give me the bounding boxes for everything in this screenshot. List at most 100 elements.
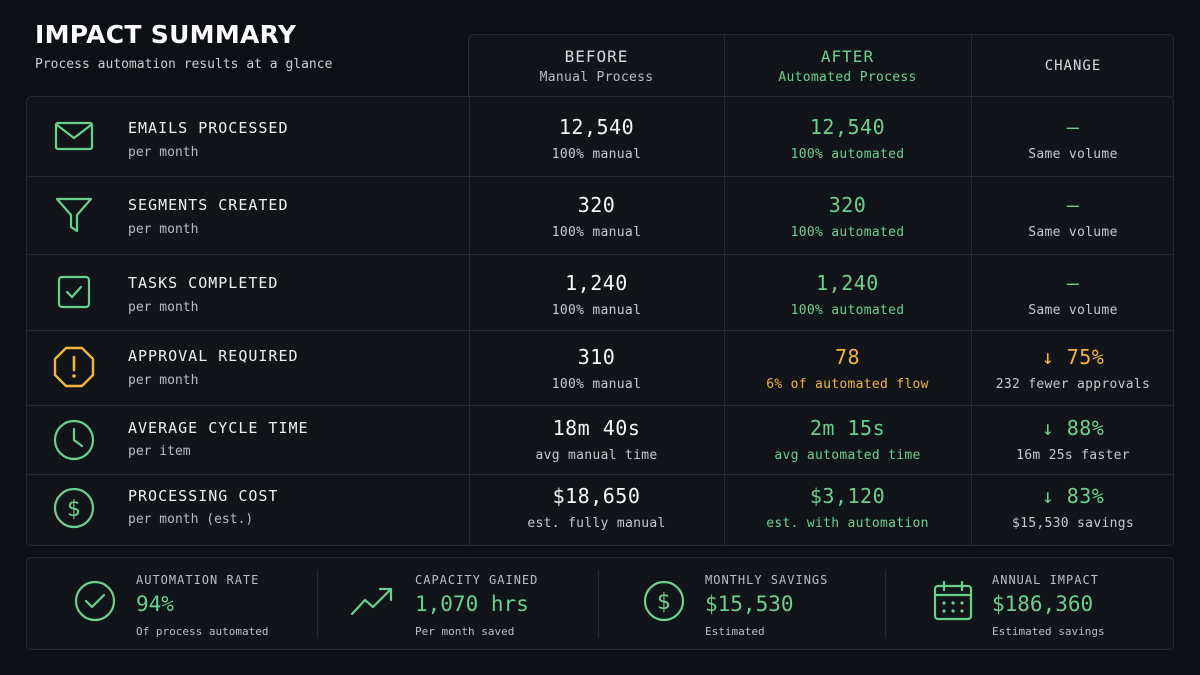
after-cell: 78 6% of automated flow (724, 345, 971, 392)
email-icon (51, 113, 97, 159)
row-label: APPROVAL REQUIRED (128, 347, 299, 365)
row-label: EMAILS PROCESSED (128, 119, 289, 137)
dollar-circle-icon: $ (641, 578, 687, 624)
column-header-before: BEFORE Manual Process (469, 35, 724, 97)
after-cell: 1,240 100% automated (724, 271, 971, 318)
checkbox-icon (51, 269, 97, 315)
change-note: 232 fewer approvals (995, 377, 1151, 392)
row-label: PROCESSING COST (128, 487, 279, 505)
before-cell: 12,540 100% manual (469, 115, 724, 162)
row-label: SEGMENTS CREATED (128, 196, 289, 214)
row-unit: per month (est.) (128, 512, 254, 527)
stat-value: $15,530 (705, 592, 794, 616)
after-cell: $3,120 est. with automation (724, 484, 971, 531)
change-cell: ↓ 88% 16m 25s faster (971, 416, 1175, 463)
before-value: 1,240 (565, 271, 628, 295)
column-before-sub: Manual Process (539, 70, 654, 85)
impact-table: EMAILS PROCESSED per month 12,540 100% m… (26, 96, 1174, 546)
dollar-circle-icon: $ (51, 485, 97, 531)
row-unit: per month (128, 145, 199, 160)
column-header: BEFORE Manual Process AFTER Automated Pr… (468, 34, 1174, 97)
before-note: 100% manual (551, 377, 642, 392)
row-unit: per month (128, 300, 199, 315)
change-value: — (1066, 115, 1080, 139)
stat-value: 94% (136, 592, 174, 616)
change-note: 16m 25s faster (1016, 448, 1130, 463)
before-cell: 18m 40s avg manual time (469, 416, 724, 463)
stat-sub: Estimated (705, 625, 765, 638)
stat-automation-rate: AUTOMATION RATE 94% Of process automated (72, 558, 312, 651)
warning-octagon-icon (51, 344, 97, 390)
svg-text:$: $ (67, 497, 81, 522)
change-note: Same volume (1028, 303, 1118, 318)
before-cell: 320 100% manual (469, 193, 724, 240)
change-cell: — Same volume (971, 193, 1175, 240)
stat-annual-impact: ANNUAL IMPACT $186,360 Estimated savings (930, 558, 1165, 651)
change-cell: — Same volume (971, 115, 1175, 162)
row-unit: per month (128, 373, 199, 388)
change-value: ↓ 83% (1041, 484, 1105, 508)
after-cell: 2m 15s avg automated time (724, 416, 971, 463)
column-after-label: AFTER (820, 47, 875, 66)
stat-label: MONTHLY SAVINGS (705, 573, 829, 587)
after-note: 100% automated (790, 225, 905, 240)
before-note: avg manual time (535, 448, 658, 463)
change-note: $15,530 savings (1012, 516, 1134, 531)
filter-icon (51, 192, 97, 238)
after-value: 320 (828, 193, 867, 217)
change-value: ↓ 88% (1041, 416, 1105, 440)
column-change-label: CHANGE (1044, 58, 1102, 74)
stat-sub: Per month saved (415, 625, 515, 638)
clock-icon (51, 417, 97, 463)
before-value: 12,540 (558, 115, 635, 139)
stat-sub: Estimated savings (992, 625, 1105, 638)
before-note: 100% manual (551, 303, 642, 318)
after-note: 6% of automated flow (766, 377, 929, 392)
after-value: 2m 15s (809, 416, 886, 440)
table-row: $ PROCESSING COST per month (est.) $18,6… (27, 474, 1175, 545)
stat-monthly-savings: $ MONTHLY SAVINGS $15,530 Estimated (641, 558, 881, 651)
before-cell: 1,240 100% manual (469, 271, 724, 318)
stat-capacity-gained: CAPACITY GAINED 1,070 hrs Per month save… (349, 558, 589, 651)
column-header-change: CHANGE (971, 35, 1175, 97)
svg-text:$: $ (657, 590, 671, 615)
summary-footer: AUTOMATION RATE 94% Of process automated… (26, 557, 1174, 650)
row-label: TASKS COMPLETED (128, 274, 279, 292)
change-cell: ↓ 83% $15,530 savings (971, 484, 1175, 531)
calendar-icon (930, 578, 976, 624)
stat-value: $186,360 (992, 592, 1094, 616)
row-unit: per item (128, 444, 191, 459)
stat-label: AUTOMATION RATE (136, 573, 260, 587)
before-value: 320 (577, 193, 616, 217)
table-row: AVERAGE CYCLE TIME per item 18m 40s avg … (27, 405, 1175, 474)
table-row: TASKS COMPLETED per month 1,240 100% man… (27, 254, 1175, 330)
trend-up-icon (349, 578, 395, 624)
before-note: 100% manual (551, 147, 642, 162)
change-value: — (1066, 271, 1080, 295)
change-cell: — Same volume (971, 271, 1175, 318)
before-note: est. fully manual (527, 516, 666, 531)
after-note: 100% automated (790, 147, 905, 162)
before-value: $18,650 (552, 484, 641, 508)
before-cell: $18,650 est. fully manual (469, 484, 724, 531)
stat-sub: Of process automated (136, 625, 269, 638)
after-value: 12,540 (809, 115, 886, 139)
column-before-label: BEFORE (564, 47, 629, 66)
column-header-after: AFTER Automated Process (724, 35, 971, 97)
before-cell: 310 100% manual (469, 345, 724, 392)
before-value: 310 (577, 345, 616, 369)
after-value: $3,120 (809, 484, 886, 508)
change-value: ↓ 75% (1041, 345, 1105, 369)
after-note: est. with automation (766, 516, 929, 531)
change-note: Same volume (1028, 147, 1118, 162)
row-unit: per month (128, 222, 199, 237)
before-value: 18m 40s (552, 416, 641, 440)
change-cell: ↓ 75% 232 fewer approvals (971, 345, 1175, 392)
table-row: EMAILS PROCESSED per month 12,540 100% m… (27, 97, 1175, 176)
after-value: 1,240 (816, 271, 879, 295)
change-note: Same volume (1028, 225, 1118, 240)
after-cell: 320 100% automated (724, 193, 971, 240)
check-circle-icon (72, 578, 118, 624)
row-label: AVERAGE CYCLE TIME (128, 419, 309, 437)
stat-value: 1,070 hrs (415, 592, 529, 616)
